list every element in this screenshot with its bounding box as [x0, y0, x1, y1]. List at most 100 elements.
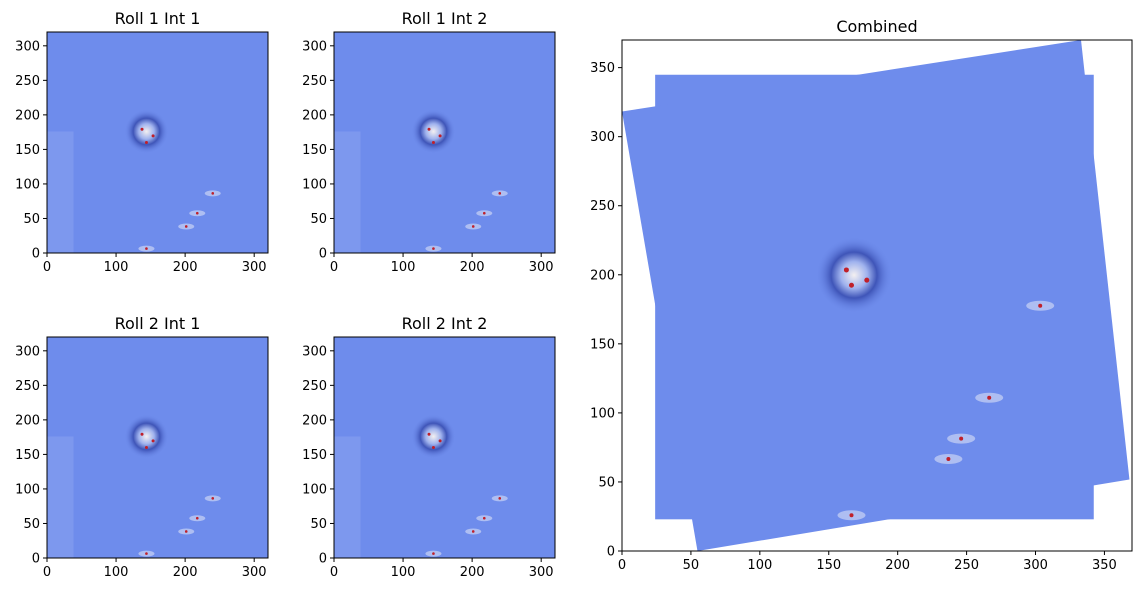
companion — [145, 552, 148, 555]
axes-frame — [333, 336, 556, 559]
y-tick-label: 200 — [15, 108, 40, 123]
axes-title: Combined — [836, 17, 917, 36]
y-tick-label: 100 — [302, 482, 327, 497]
hot-pixel — [431, 141, 435, 144]
y-tick-label: 150 — [590, 337, 615, 352]
star-psf — [411, 414, 456, 459]
star-psf — [124, 109, 169, 154]
star-psf — [815, 236, 893, 314]
y-tick-label: 300 — [302, 344, 327, 359]
y-tick-label: 100 — [302, 177, 327, 192]
x-tick-label: 200 — [460, 260, 485, 275]
x-tick-label: 200 — [460, 565, 485, 580]
companion — [946, 457, 951, 462]
y-tick-label: 0 — [319, 247, 327, 262]
y-tick-label: 100 — [590, 406, 615, 421]
companion — [195, 211, 199, 215]
companion — [471, 530, 475, 533]
x-tick-label: 200 — [173, 260, 198, 275]
y-tick-label: 100 — [15, 482, 40, 497]
axes-title: Roll 1 Int 1 — [115, 9, 201, 28]
y-tick-label: 0 — [32, 247, 40, 262]
hot-pixel — [864, 277, 870, 283]
y-tick-label: 50 — [23, 212, 40, 227]
hot-pixel — [151, 134, 155, 138]
y-tick-label: 50 — [310, 212, 327, 227]
y-tick-label: 300 — [15, 39, 40, 54]
x-tick-label: 300 — [529, 260, 554, 275]
x-tick-label: 300 — [242, 565, 267, 580]
x-tick-label: 100 — [104, 260, 129, 275]
x-tick-label: 300 — [242, 260, 267, 275]
companion — [211, 192, 215, 195]
x-tick-label: 50 — [683, 558, 700, 573]
y-tick-label: 150 — [302, 448, 327, 463]
x-tick-label: 300 — [1023, 558, 1048, 573]
y-tick-label: 50 — [23, 517, 40, 532]
hot-pixel — [427, 127, 431, 131]
y-tick-label: 250 — [590, 199, 615, 214]
y-tick-label: 200 — [590, 268, 615, 283]
star-psf — [411, 109, 456, 154]
y-tick-label: 50 — [310, 517, 327, 532]
axes-title: Roll 2 Int 2 — [402, 314, 488, 333]
hot-pixel — [140, 432, 144, 436]
y-tick-label: 200 — [302, 108, 327, 123]
hot-pixel — [438, 134, 442, 138]
x-tick-label: 0 — [330, 565, 338, 580]
companion — [195, 516, 199, 520]
axes-frame — [46, 336, 269, 559]
y-tick-label: 0 — [319, 552, 327, 567]
companion — [1038, 303, 1043, 308]
companion — [432, 247, 435, 250]
image-edge — [334, 131, 361, 253]
companion — [211, 497, 215, 500]
y-tick-label: 300 — [302, 39, 327, 54]
x-tick-label: 200 — [885, 558, 910, 573]
axes-frame — [46, 31, 269, 254]
x-tick-label: 350 — [1092, 558, 1117, 573]
x-tick-label: 0 — [43, 565, 51, 580]
hot-pixel — [140, 127, 144, 131]
axes-frame — [333, 31, 556, 254]
y-tick-label: 350 — [590, 61, 615, 76]
y-tick-label: 250 — [15, 379, 40, 394]
x-tick-label: 100 — [391, 565, 416, 580]
image-edge — [334, 436, 361, 558]
y-tick-label: 250 — [302, 379, 327, 394]
companion — [471, 225, 475, 228]
x-tick-label: 0 — [330, 260, 338, 275]
y-tick-label: 50 — [598, 475, 615, 490]
hot-pixel — [843, 267, 849, 273]
axes-frame — [621, 39, 1133, 552]
hot-pixel — [849, 282, 854, 288]
hot-pixel — [427, 432, 431, 436]
x-tick-label: 100 — [104, 565, 129, 580]
companion — [184, 225, 188, 228]
x-tick-label: 100 — [747, 558, 772, 573]
axes-title: Roll 1 Int 2 — [402, 9, 488, 28]
x-tick-label: 0 — [618, 558, 626, 573]
y-tick-label: 250 — [302, 74, 327, 89]
star-psf — [124, 414, 169, 459]
hot-pixel — [431, 446, 435, 449]
axes-title: Roll 2 Int 1 — [115, 314, 201, 333]
companion — [987, 395, 992, 400]
y-tick-label: 250 — [15, 74, 40, 89]
y-tick-label: 150 — [15, 448, 40, 463]
y-tick-label: 300 — [590, 130, 615, 145]
x-tick-label: 250 — [954, 558, 979, 573]
companion — [432, 552, 435, 555]
y-tick-label: 200 — [302, 413, 327, 428]
companion — [482, 516, 486, 520]
y-tick-label: 150 — [15, 143, 40, 158]
y-tick-label: 200 — [15, 413, 40, 428]
x-tick-label: 150 — [816, 558, 841, 573]
companion — [145, 247, 148, 250]
companion — [482, 211, 486, 215]
companion — [959, 436, 964, 441]
companion — [184, 530, 188, 533]
x-tick-label: 100 — [391, 260, 416, 275]
companion — [849, 513, 854, 518]
